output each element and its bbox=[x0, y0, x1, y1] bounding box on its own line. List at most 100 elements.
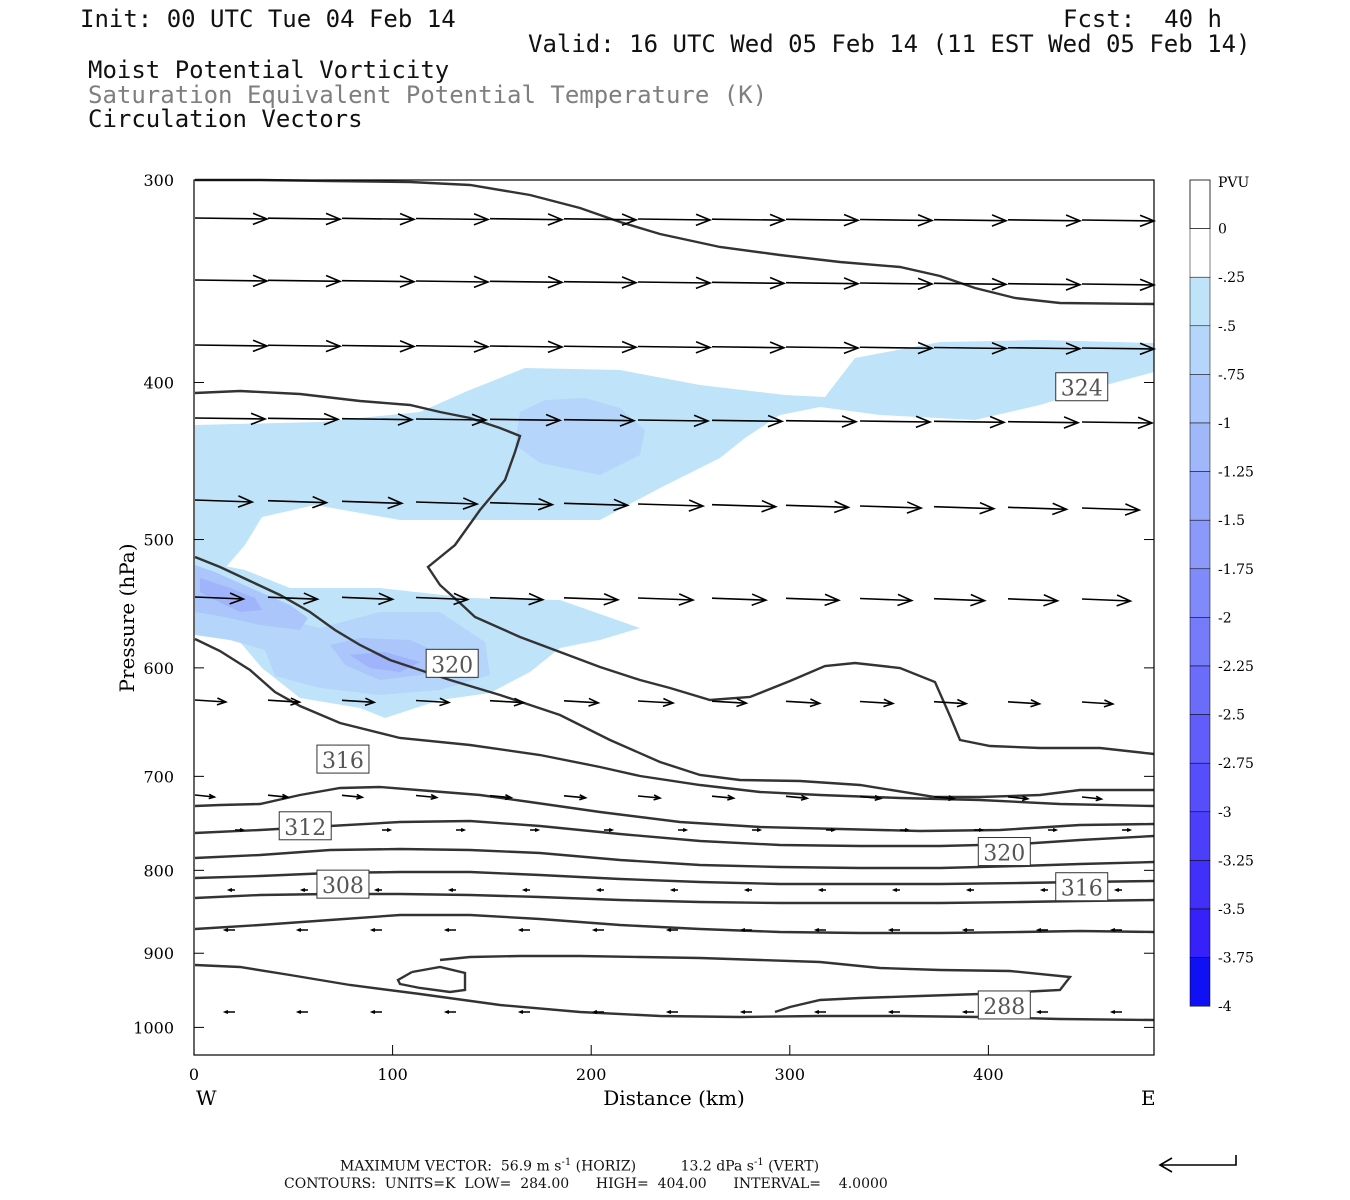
colorbar-swatch bbox=[1189, 860, 1211, 910]
wind-vector bbox=[1007, 278, 1083, 291]
wind-vector bbox=[743, 888, 752, 892]
colorbar-title: PVU bbox=[1218, 175, 1250, 191]
wind-vector bbox=[785, 341, 861, 355]
wind-vector bbox=[665, 928, 678, 932]
colorbar-swatch bbox=[1189, 957, 1211, 1007]
wind-vector bbox=[563, 794, 588, 801]
max-vector-vert-unit: (VERT) bbox=[768, 1158, 820, 1175]
wind-vector bbox=[415, 697, 452, 707]
wind-vector bbox=[517, 928, 530, 932]
wind-vector bbox=[785, 415, 859, 428]
max-vector-label: MAXIMUM VECTOR: bbox=[340, 1158, 492, 1175]
field-title-thetaes: Saturation Equivalent Potential Temperat… bbox=[88, 81, 768, 109]
wind-vector bbox=[194, 212, 270, 226]
contour-label: 316 bbox=[1061, 877, 1103, 902]
colorbar-swatch bbox=[1189, 568, 1211, 618]
wind-vector bbox=[369, 1010, 382, 1014]
wind-vector bbox=[563, 276, 639, 289]
colorbar-swatch bbox=[1189, 325, 1211, 375]
wind-vector bbox=[267, 412, 341, 426]
contour-label: 308 bbox=[322, 874, 364, 899]
wind-vector bbox=[563, 213, 639, 226]
vert-exponent: -1 bbox=[753, 1157, 764, 1168]
pvu-colorbar: 0 -.25 -.5 -.75 -1 -1.25 -1.5 -1.75 -2 -2.25 -2.5 -… bbox=[1189, 179, 1254, 1015]
wind-vector bbox=[711, 499, 778, 513]
wind-vector bbox=[891, 888, 900, 892]
wind-vector bbox=[933, 795, 957, 802]
wind-vector bbox=[859, 213, 935, 227]
wind-vector bbox=[295, 928, 308, 932]
west-label: W bbox=[196, 1086, 217, 1110]
mpv-shade-core bbox=[200, 578, 262, 612]
wind-vector bbox=[711, 593, 769, 606]
wind-vector bbox=[669, 888, 678, 892]
wind-vector bbox=[1039, 888, 1048, 892]
y-tick-label: 400 bbox=[143, 373, 174, 392]
wind-vector bbox=[1109, 928, 1122, 932]
wind-vector bbox=[785, 277, 861, 290]
contour-label: 320 bbox=[431, 653, 473, 678]
wind-vector bbox=[1035, 1010, 1048, 1014]
wind-vector bbox=[637, 593, 696, 606]
colorbar-swatch bbox=[1189, 422, 1211, 472]
wind-vector bbox=[489, 275, 565, 289]
wind-vector bbox=[1048, 828, 1059, 832]
wind-vector bbox=[752, 828, 763, 832]
colorbar-tick-label: -.75 bbox=[1218, 367, 1245, 383]
x-tick-label: 200 bbox=[576, 1065, 607, 1084]
wind-vector bbox=[637, 414, 711, 428]
contour-labels: 324 320 316 312 320 308 316 288 bbox=[278, 372, 1109, 1020]
x-tick-label: 100 bbox=[377, 1065, 408, 1084]
wind-vector bbox=[299, 888, 308, 892]
contour-label-box bbox=[425, 648, 479, 678]
colorbar-tick-label: -3.75 bbox=[1218, 951, 1254, 967]
wind-vector bbox=[222, 928, 235, 932]
colorbar-tick-label: -3.25 bbox=[1218, 853, 1254, 869]
wind-vector bbox=[785, 794, 810, 801]
x-tick-label: 0 bbox=[189, 1065, 199, 1084]
wind-vector bbox=[443, 928, 456, 932]
wind-vector bbox=[785, 593, 841, 607]
wind-vector bbox=[222, 1010, 235, 1014]
wind-vector bbox=[1007, 342, 1083, 355]
y-tick-label: 500 bbox=[143, 531, 174, 550]
wind-vector bbox=[813, 1010, 826, 1014]
contour-label-box bbox=[316, 869, 370, 899]
wind-vector bbox=[194, 274, 270, 288]
horiz-exponent: -1 bbox=[561, 1157, 572, 1168]
field-title-mpv: Moist Potential Vorticity bbox=[88, 56, 450, 84]
wind-vector bbox=[859, 698, 896, 708]
wind-vector bbox=[194, 495, 255, 508]
wind-vector bbox=[785, 213, 861, 227]
wind-vector bbox=[711, 341, 787, 354]
wind-vector bbox=[637, 794, 663, 801]
contour-label: 312 bbox=[284, 816, 326, 841]
wind-vector bbox=[1081, 278, 1157, 292]
contour-label-box bbox=[278, 811, 332, 841]
contour-label: 316 bbox=[322, 749, 364, 774]
wind-vector bbox=[604, 828, 615, 832]
wind-vector bbox=[595, 888, 604, 892]
wind-vector bbox=[267, 274, 343, 288]
wind-vector bbox=[785, 500, 851, 514]
wind-vector bbox=[563, 592, 621, 606]
wind-vector bbox=[563, 414, 637, 427]
colorbar-tick-label: -3.5 bbox=[1218, 902, 1245, 918]
y-tick-label: 800 bbox=[143, 861, 174, 880]
wind-vector bbox=[267, 495, 329, 509]
colorbar-swatch bbox=[1189, 811, 1211, 861]
mpv-shade-core2 bbox=[350, 652, 420, 672]
contour-label: 324 bbox=[1061, 377, 1103, 402]
wind-vector bbox=[415, 793, 439, 801]
wind-vector bbox=[933, 214, 1009, 227]
wind-vector bbox=[415, 413, 489, 427]
wind-vector bbox=[711, 698, 749, 708]
wind-vector bbox=[489, 340, 565, 354]
wind-vector bbox=[489, 794, 514, 801]
wind-vector bbox=[1007, 416, 1081, 429]
max-vector-horiz-unit: (HORIZ) bbox=[575, 1158, 637, 1175]
wind-vector bbox=[859, 341, 935, 355]
wind-vector bbox=[267, 697, 302, 706]
plot-frame bbox=[193, 179, 1155, 1056]
